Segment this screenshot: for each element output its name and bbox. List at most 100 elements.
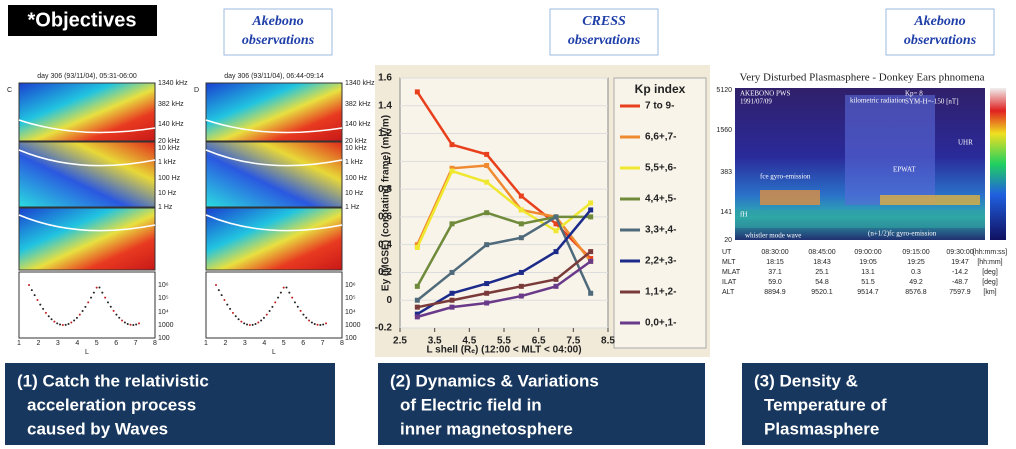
count-dot (87, 301, 89, 303)
axis-label: 1340 kHz (158, 80, 188, 87)
data-point (588, 207, 593, 212)
table-cell: 8894.9 (764, 289, 786, 296)
spectrogram (206, 208, 342, 270)
plot-letter: D (194, 87, 199, 94)
table-cell: [deg] (982, 269, 998, 276)
annotation: fH (740, 211, 747, 219)
data-point (554, 249, 559, 254)
count-dot (308, 319, 310, 321)
x-axis-label: L (85, 349, 89, 356)
count-dot (257, 322, 259, 324)
legend-label: 0,0+,1- (645, 318, 676, 329)
count-dot (269, 310, 271, 312)
x-tick-label: 7 (134, 340, 138, 347)
axis-label: 10⁵ (345, 295, 356, 302)
count-dot (238, 318, 240, 320)
count-dot (93, 292, 95, 294)
y-tick-label: 5120 (716, 87, 732, 94)
table-cell: 59.0 (768, 279, 782, 286)
table-cell: 51.5 (861, 279, 875, 286)
axis-label: 10 kHz (345, 145, 367, 152)
annotation: whistler mode wave (745, 232, 801, 240)
table-cell: [deg] (982, 279, 998, 286)
data-point (415, 284, 420, 289)
table-cell: 19:25 (907, 259, 925, 266)
x-tick-label: 3 (56, 340, 60, 347)
plot-title: Very Disturbed Plasmasphere - Donkey Ear… (740, 72, 985, 84)
caption-line: of Electric field in (400, 395, 542, 414)
count-dot (96, 287, 98, 289)
x-tick-label: 2 (36, 340, 40, 347)
count-dot (115, 314, 117, 316)
y-tick-label: 1.4 (378, 100, 392, 111)
x-tick-label: 4 (262, 340, 266, 347)
count-dot (138, 322, 140, 324)
data-point (450, 221, 455, 226)
annotation: (n+1/2)fc gyro-emission (868, 230, 937, 238)
table-cell: 0.3 (911, 269, 921, 276)
count-dot (45, 312, 47, 314)
count-dot (90, 297, 92, 299)
count-dot (263, 317, 265, 319)
count-dot (314, 323, 316, 325)
count-dot (243, 322, 245, 324)
count-dot (34, 294, 36, 296)
spectrogram-band (845, 95, 935, 205)
spectrogram-band (735, 210, 985, 228)
caption-line: (3) Density & (754, 371, 858, 390)
annotation: AKEBONO PWS (740, 90, 790, 98)
count-dot (300, 310, 302, 312)
count-dot (246, 323, 248, 325)
data-point (519, 270, 524, 275)
count-dot (302, 314, 304, 316)
y-tick-label: 0 (386, 295, 392, 306)
count-dot (235, 315, 237, 317)
count-dot (62, 324, 64, 326)
y-tick-label: 141 (720, 209, 732, 216)
annotation: Kp= 8 (905, 90, 923, 98)
count-dot (28, 284, 30, 286)
x-tick-label: 1 (204, 340, 208, 347)
data-point (484, 242, 489, 247)
axis-label: 1 Hz (345, 204, 360, 211)
y-axis-label: Ey (MGSE) (corotating frame) (mV/m) (381, 115, 392, 291)
annotation: kilometric radiation (850, 97, 906, 105)
table-cell: 13.1 (861, 269, 875, 276)
count-dot (226, 304, 228, 306)
data-point (484, 291, 489, 296)
table-cell: 09:15:00 (902, 249, 929, 256)
table-cell: -14.2 (952, 269, 968, 276)
count-dot (322, 323, 324, 325)
count-dot (121, 319, 123, 321)
data-point (588, 291, 593, 296)
count-dot (79, 314, 81, 316)
data-point (554, 284, 559, 289)
count-dot (232, 312, 234, 314)
count-dot (124, 322, 126, 324)
axis-label: 10⁴ (158, 309, 169, 316)
count-dot (118, 317, 120, 319)
data-point (519, 284, 524, 289)
count-dot (135, 323, 137, 325)
count-dot (59, 323, 61, 325)
data-point (484, 210, 489, 215)
data-point (415, 314, 420, 319)
spectrogram-band (880, 195, 980, 205)
count-dot (291, 297, 293, 299)
table-cell: ILAT (722, 279, 737, 286)
legend-title: Kp index (635, 82, 686, 96)
y-tick-label: 1560 (716, 127, 732, 134)
source-label: observations (904, 33, 977, 48)
count-dot (104, 297, 106, 299)
table-cell: 37.1 (768, 269, 782, 276)
x-tick-label: 2.5 (393, 336, 407, 347)
caption-line: (2) Dynamics & Variations (390, 371, 599, 390)
data-point (484, 163, 489, 168)
count-dot (215, 284, 217, 286)
count-dot (76, 317, 78, 319)
count-dot (73, 319, 75, 321)
y-tick-label: 20 (724, 237, 732, 244)
legend-label: 2,2+,3- (645, 256, 676, 267)
count-dot (48, 315, 50, 317)
count-dot (271, 306, 273, 308)
